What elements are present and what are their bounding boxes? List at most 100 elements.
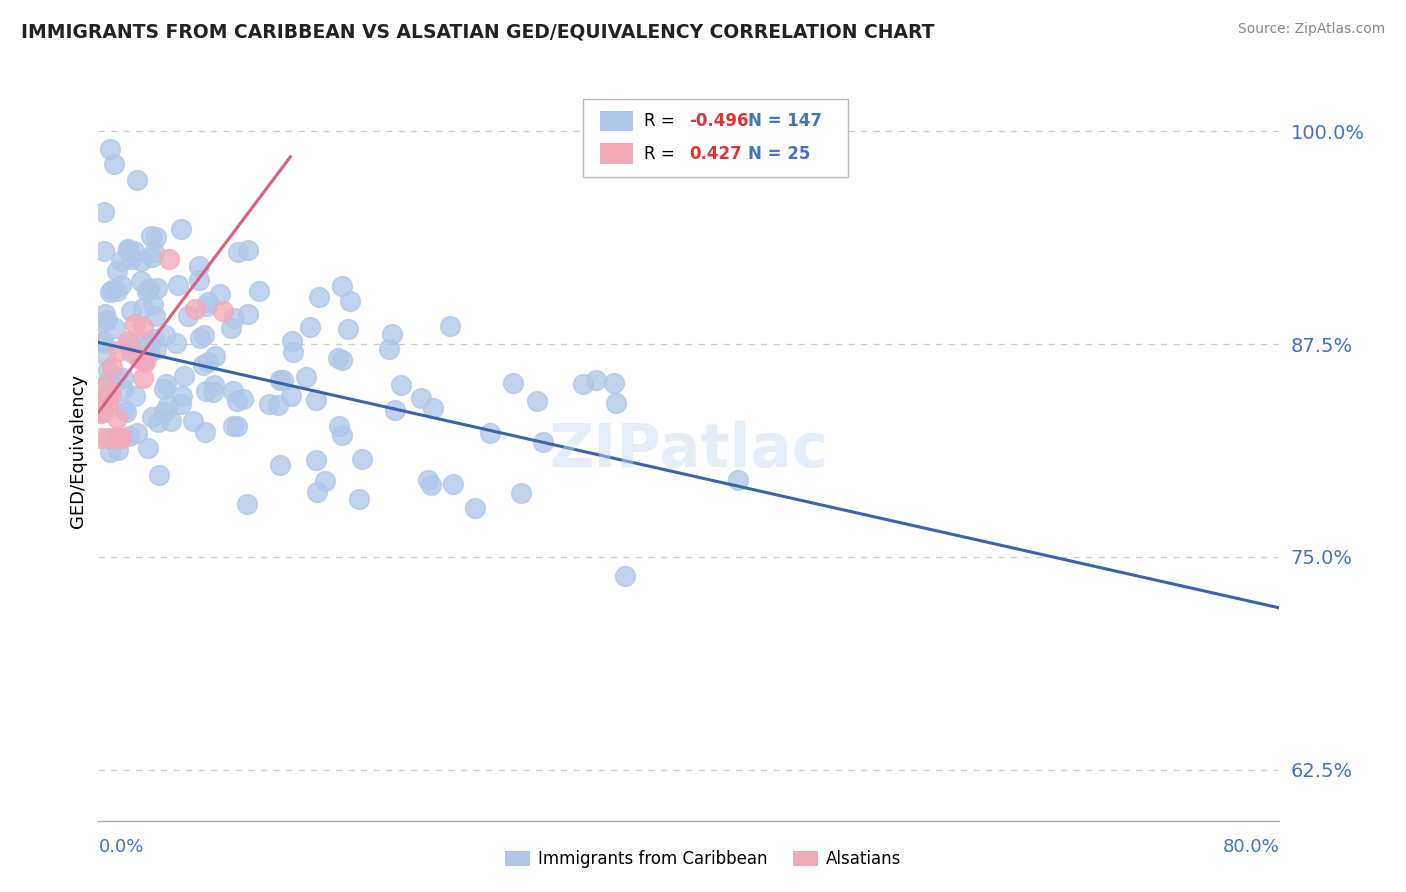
Text: IMMIGRANTS FROM CARIBBEAN VS ALSATIAN GED/EQUIVALENCY CORRELATION CHART: IMMIGRANTS FROM CARIBBEAN VS ALSATIAN GE… <box>21 22 935 41</box>
Point <box>326 351 349 365</box>
Point <box>170 397 193 411</box>
Point <box>104 320 127 334</box>
Point <box>125 426 148 441</box>
Point <box>101 359 124 374</box>
Point <box>352 452 374 467</box>
Point <box>526 394 548 409</box>
Point <box>389 378 412 392</box>
FancyBboxPatch shape <box>582 99 848 177</box>
Text: N = 25: N = 25 <box>748 145 810 162</box>
Point <box>105 264 128 278</box>
Point <box>177 309 200 323</box>
Point <box>145 281 167 295</box>
Point <box>107 343 129 358</box>
Point <box>226 418 249 433</box>
Point <box>98 445 121 459</box>
Text: Source: ZipAtlas.com: Source: ZipAtlas.com <box>1237 22 1385 37</box>
Point <box>143 245 166 260</box>
Point <box>97 395 120 409</box>
Point <box>572 376 595 391</box>
Point <box>269 373 291 387</box>
Point <box>266 398 288 412</box>
Point <box>238 243 260 257</box>
Point <box>93 379 115 393</box>
Point <box>117 334 139 348</box>
Point <box>188 273 211 287</box>
Point <box>91 315 114 329</box>
Point <box>181 414 204 428</box>
Point <box>129 274 152 288</box>
Point <box>167 278 190 293</box>
Point <box>585 373 607 387</box>
Point <box>330 352 353 367</box>
Text: R =: R = <box>644 145 681 162</box>
Point <box>194 425 217 439</box>
Point <box>108 431 131 445</box>
Text: R =: R = <box>644 112 681 130</box>
Point <box>97 374 120 388</box>
Point <box>188 331 211 345</box>
Point <box>464 500 486 515</box>
Point <box>298 320 321 334</box>
Point <box>441 477 464 491</box>
Point <box>132 371 155 385</box>
Point <box>419 478 441 492</box>
Point <box>378 342 401 356</box>
Point <box>153 327 176 342</box>
Point <box>131 301 153 315</box>
Point <box>156 398 179 412</box>
Point <box>603 376 626 391</box>
Point <box>330 428 353 442</box>
Point <box>110 431 132 445</box>
Point <box>160 414 183 428</box>
Point <box>295 369 318 384</box>
Point <box>479 426 502 441</box>
Point <box>127 350 149 364</box>
Point <box>510 485 533 500</box>
Point <box>90 431 112 445</box>
Point <box>314 474 336 488</box>
Point <box>193 359 215 373</box>
Point <box>101 284 124 298</box>
Point <box>91 405 114 419</box>
Point <box>142 297 165 311</box>
Point <box>328 419 350 434</box>
Point <box>138 281 160 295</box>
Point <box>93 204 115 219</box>
Point <box>201 385 224 400</box>
Point <box>115 405 138 419</box>
Point <box>305 485 328 500</box>
Point <box>281 345 304 359</box>
Point <box>197 354 219 368</box>
Point <box>117 429 139 443</box>
Point <box>132 320 155 334</box>
Point <box>235 497 257 511</box>
Point <box>222 419 245 434</box>
Point <box>605 396 627 410</box>
Point <box>145 342 167 356</box>
Point <box>94 307 117 321</box>
Point <box>222 384 245 399</box>
Point <box>195 299 218 313</box>
Point <box>103 157 125 171</box>
Point <box>136 284 159 298</box>
FancyBboxPatch shape <box>600 111 634 131</box>
Point <box>257 397 280 411</box>
Point <box>152 405 174 419</box>
Point <box>195 384 218 398</box>
Point <box>187 259 209 273</box>
Point <box>124 318 146 332</box>
Point <box>97 363 120 377</box>
Point <box>142 332 165 346</box>
Point <box>112 371 135 385</box>
Point <box>117 243 139 257</box>
Point <box>90 391 112 405</box>
Point <box>145 229 167 244</box>
Point <box>209 286 232 301</box>
Point <box>100 386 122 401</box>
Point <box>134 355 156 369</box>
Point <box>91 334 114 349</box>
Point <box>384 402 406 417</box>
Point <box>184 302 207 317</box>
Legend: Immigrants from Caribbean, Alsatians: Immigrants from Caribbean, Alsatians <box>498 844 908 875</box>
